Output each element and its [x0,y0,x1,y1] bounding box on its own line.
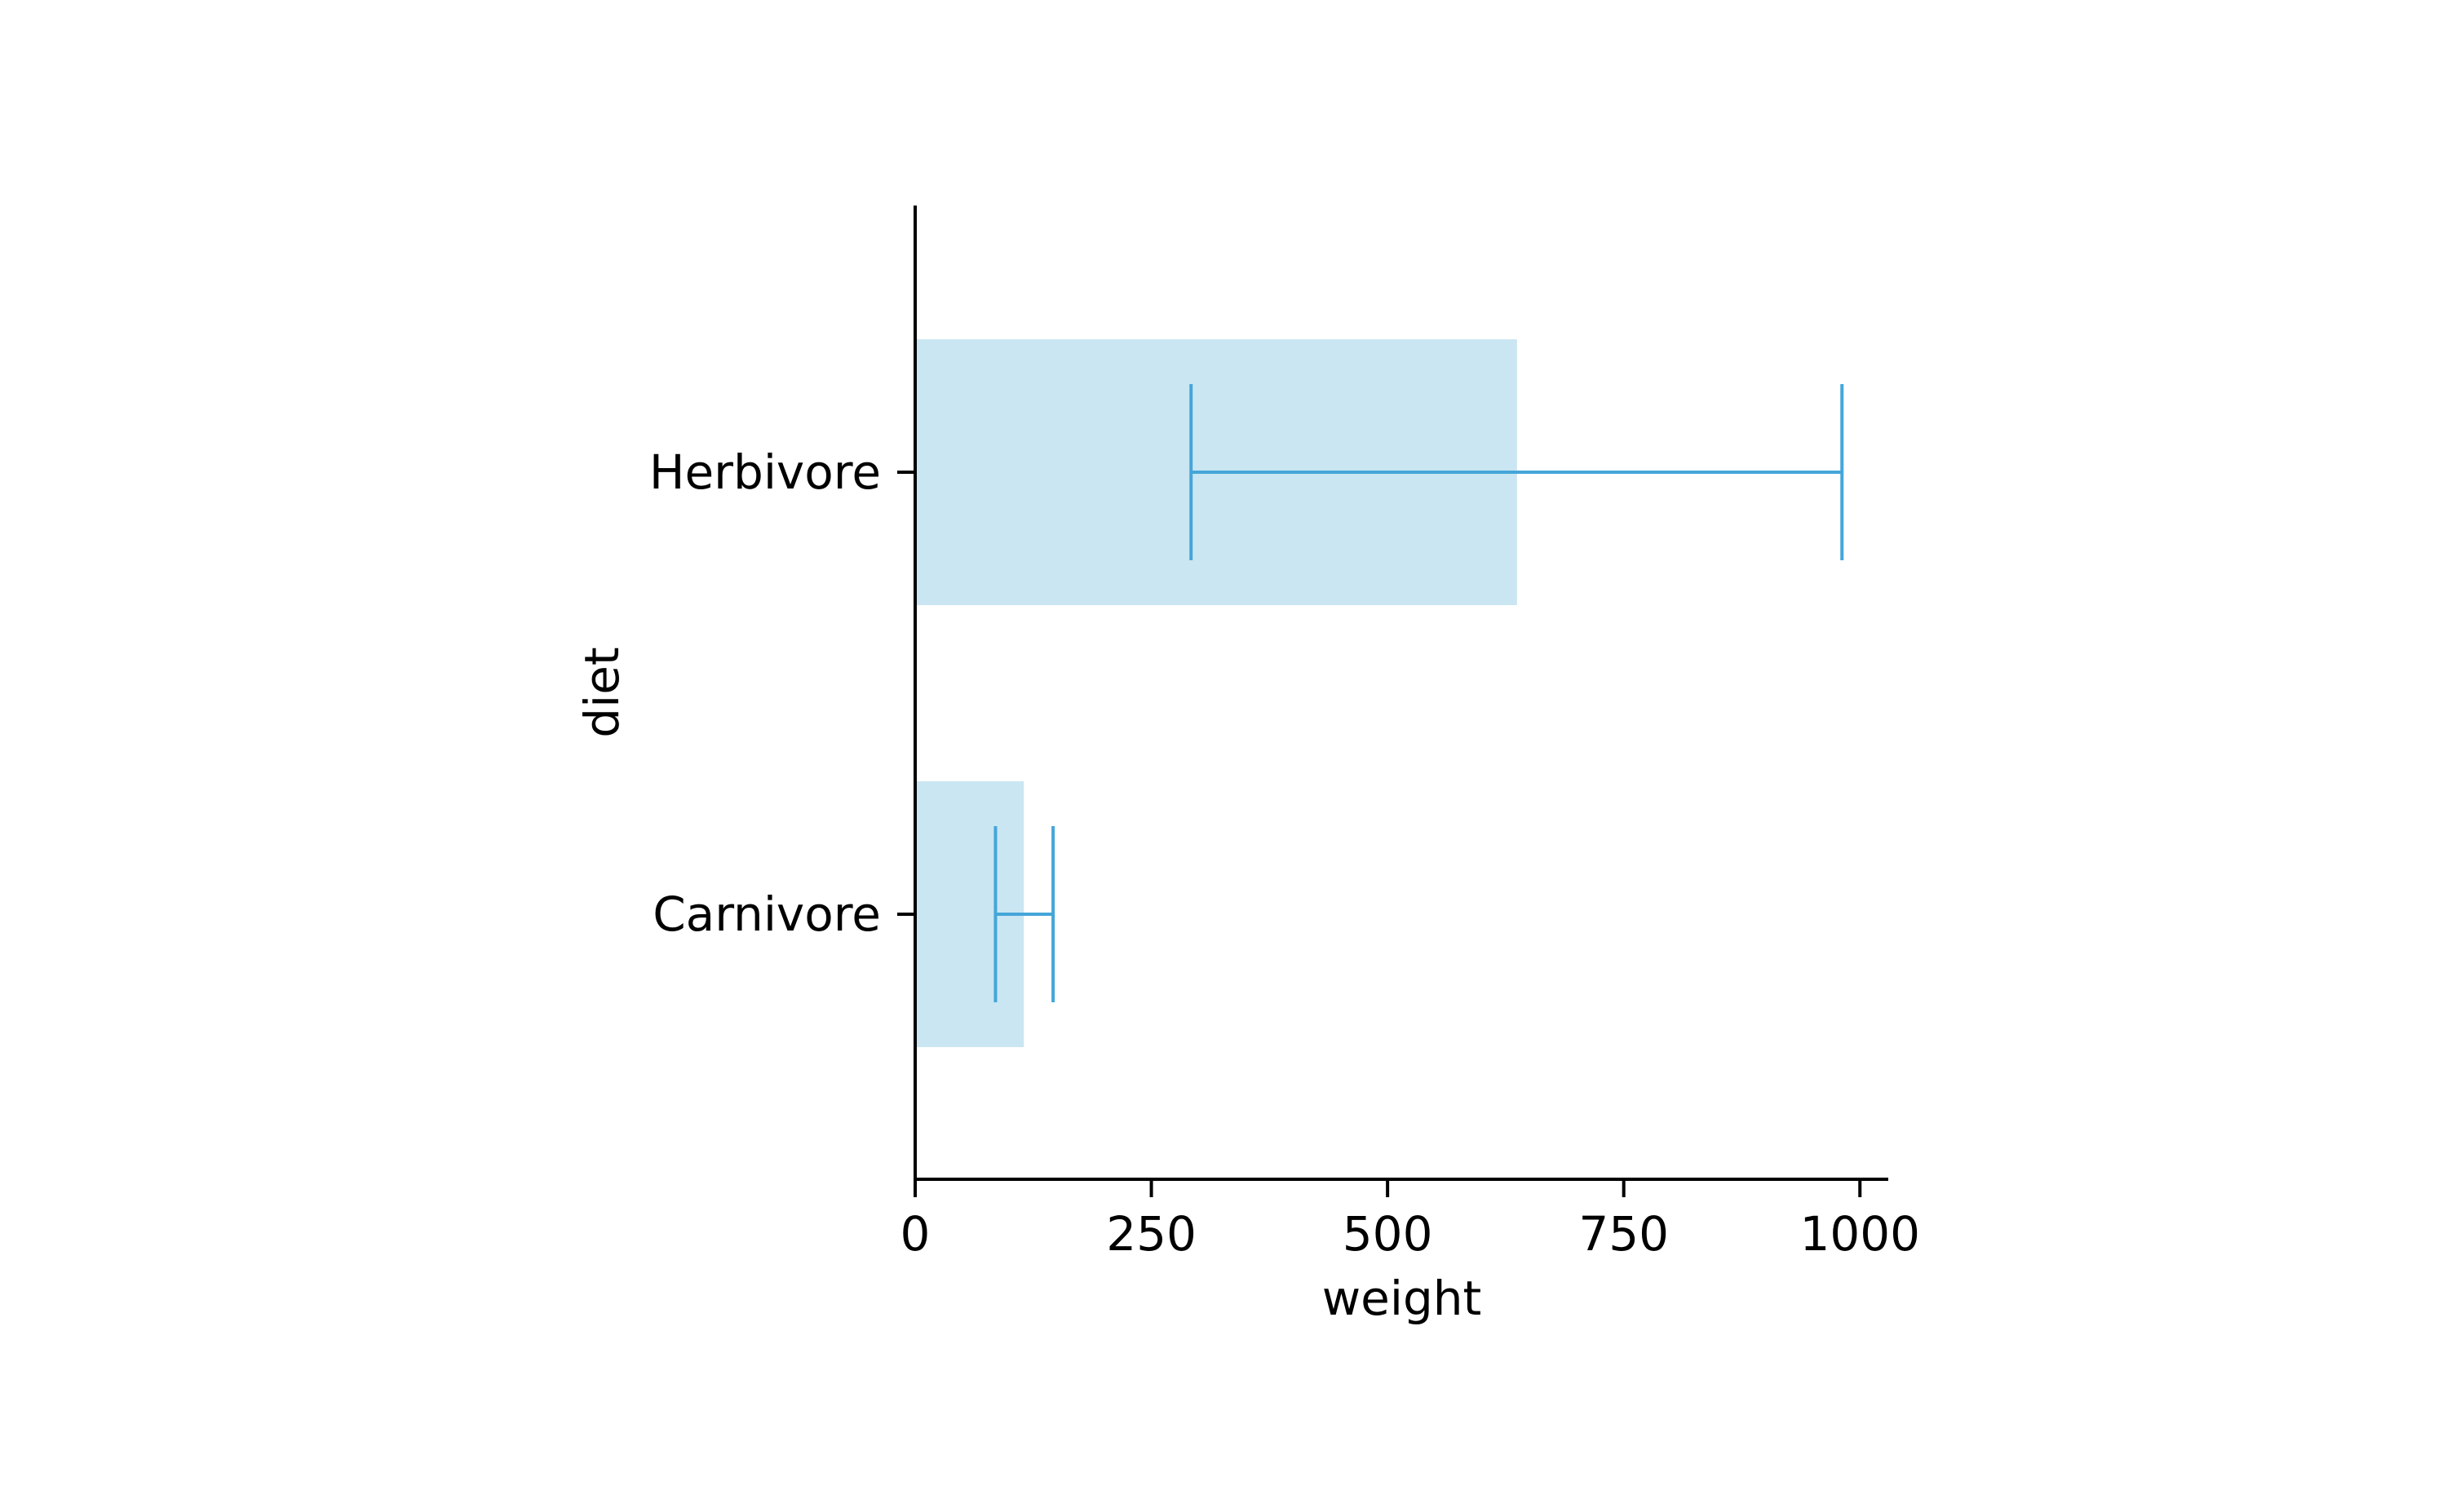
y-tick-label-carnivore: Carnivore [653,886,881,942]
bars-group [915,339,1517,1047]
x-axis-title: weight [1322,1271,1482,1326]
y-tick-label-herbivore: Herbivore [649,444,881,500]
x-tick-label-750: 750 [1578,1206,1669,1262]
x-tick-label-250: 250 [1106,1206,1197,1262]
x-tick-label-1000: 1000 [1799,1206,1920,1262]
errorbars-group [993,384,1844,1002]
axes-group: Herbivore Carnivore 0 250 500 750 1000 [649,206,1920,1262]
y-axis-title: diet [574,647,630,737]
x-tick-label-0: 0 [900,1206,931,1262]
x-tick-label-500: 500 [1343,1206,1433,1262]
